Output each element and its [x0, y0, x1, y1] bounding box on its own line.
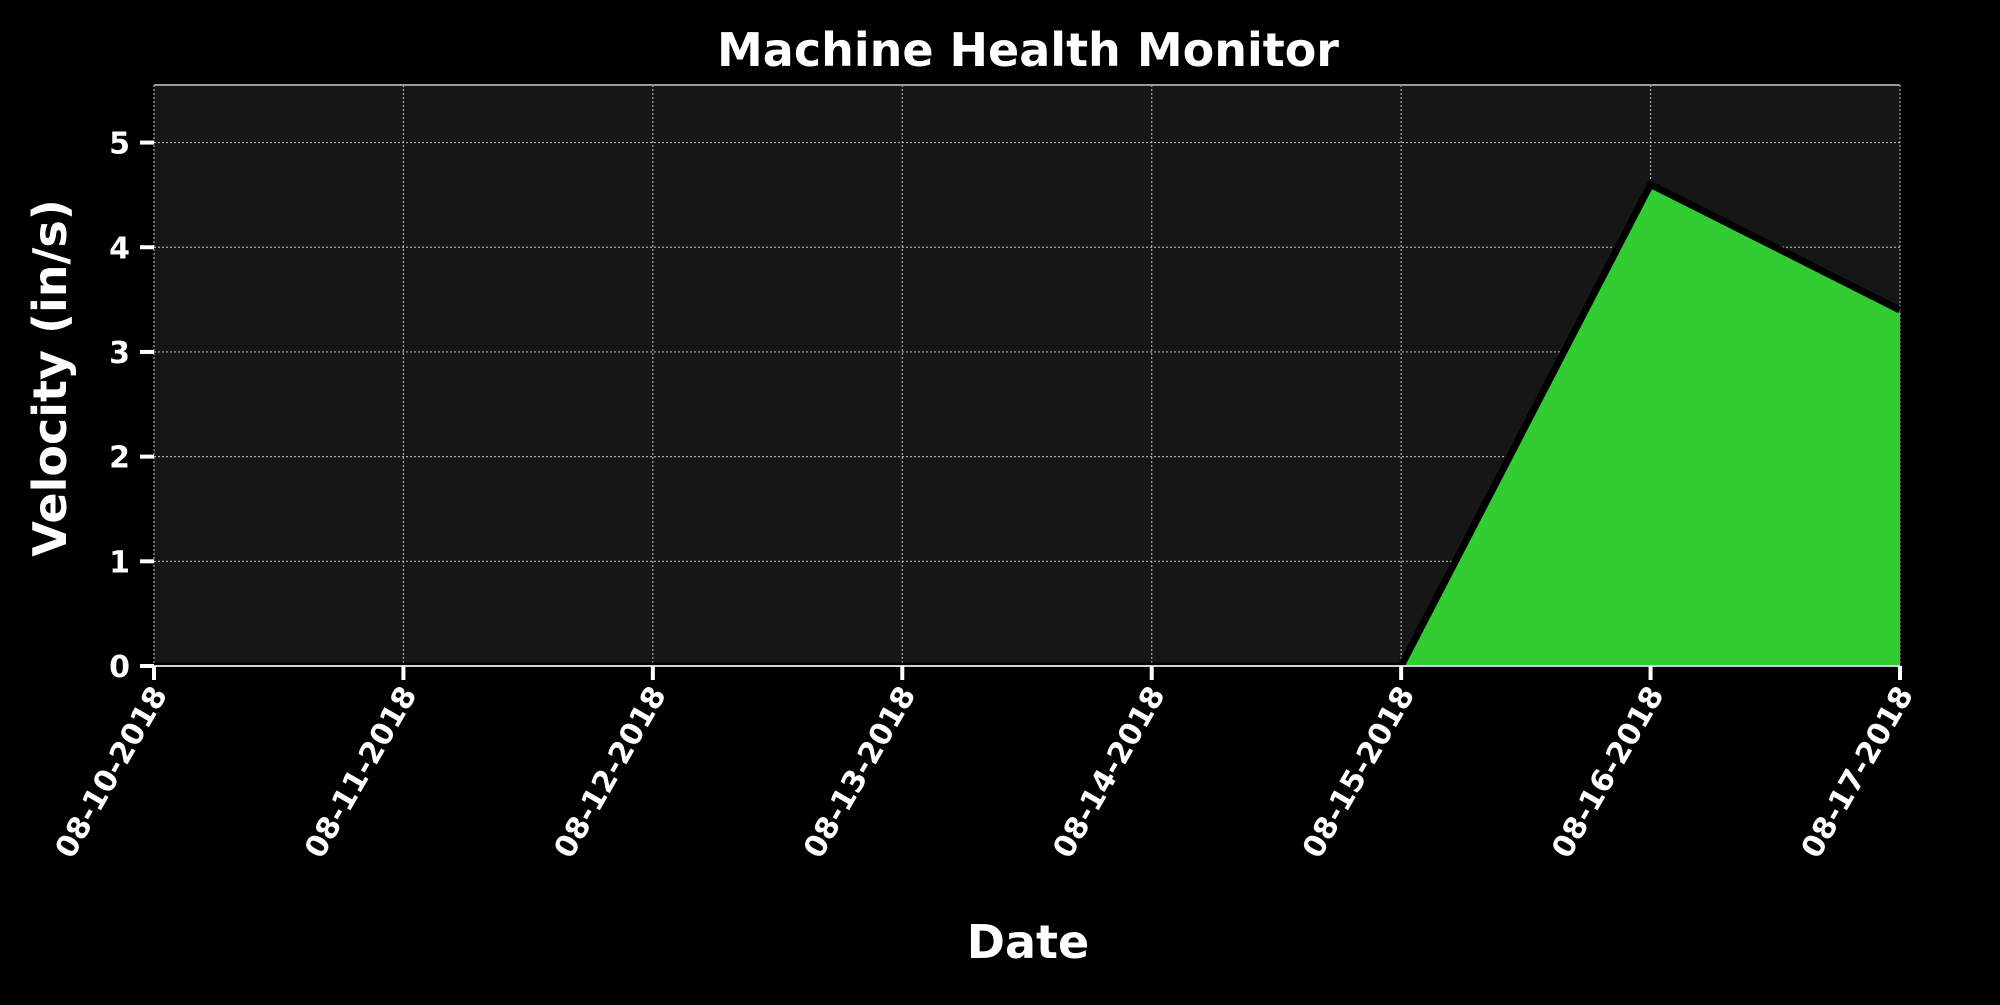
x-tick-label: 08-13-2018: [797, 681, 923, 865]
y-tick-label: 3: [109, 336, 130, 371]
x-tick-label: 08-11-2018: [298, 681, 424, 865]
y-tick-label: 5: [109, 127, 130, 162]
y-tick-label: 4: [109, 231, 130, 266]
y-tick-label: 0: [109, 650, 130, 685]
x-tick-label: 08-10-2018: [49, 681, 175, 865]
chart-title: Machine Health Monitor: [717, 23, 1339, 77]
axes: [154, 84, 1900, 667]
x-axis-label: Date: [967, 915, 1089, 969]
x-tick-label: 08-16-2018: [1545, 681, 1671, 865]
x-tick-label: 08-14-2018: [1046, 681, 1172, 865]
y-tick-label: 1: [109, 545, 130, 580]
y-axis-label: Velocity (in/s): [23, 199, 77, 556]
y-tick-label: 2: [109, 441, 130, 476]
x-tick-label: 08-15-2018: [1296, 681, 1422, 865]
x-tick-label: 08-17-2018: [1795, 681, 1921, 865]
x-tick-label: 08-12-2018: [548, 681, 674, 865]
